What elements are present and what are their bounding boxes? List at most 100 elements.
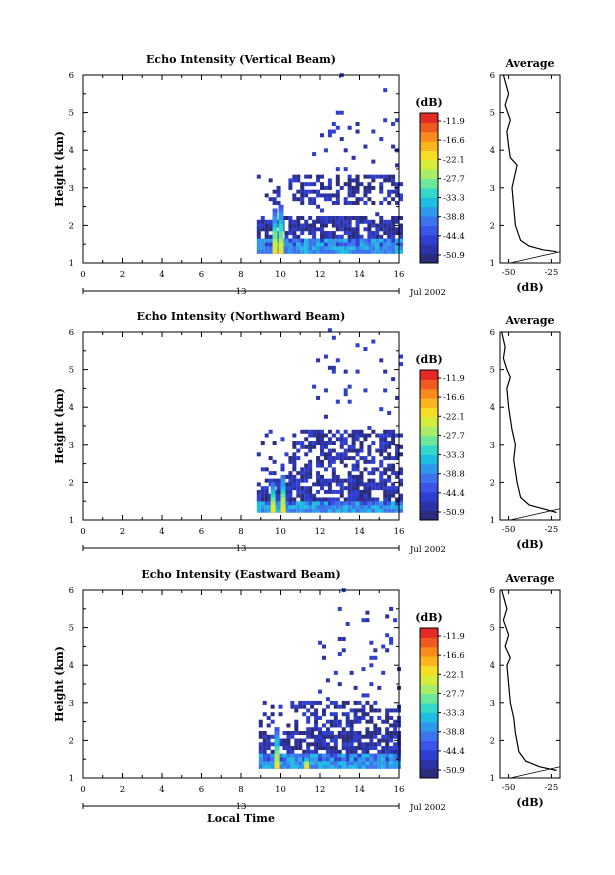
heatmap-cell [377,685,382,690]
heatmap-cell [278,742,283,747]
heatmap-cell [296,246,301,251]
heatmap-cell [312,227,317,232]
heatmap-cell [327,219,332,224]
heatmap-peak [272,208,278,213]
x-tick-label: 10 [275,785,286,795]
heatmap-cell [304,452,309,457]
heatmap-cell [355,478,360,483]
heatmap-cell [320,231,324,236]
heatmap-cell [260,441,265,446]
heatmap-cell [371,234,376,239]
heatmap-cell [385,731,390,735]
heatmap-peak [304,761,310,766]
heatmap-cell [351,231,356,236]
heatmap-cell [383,504,388,509]
heatmap-cell [345,715,350,720]
heatmap-cell [270,764,275,769]
heatmap-cell [262,761,267,766]
heatmap-cell [367,444,372,449]
colorbar-tick-label: -33.3 [443,709,465,719]
heatmap-cell [395,216,400,220]
heatmap-cell [288,497,293,502]
heatmap-cell [312,504,317,509]
heatmap-cell [375,212,380,217]
heatmap-cell [308,508,313,513]
colorbar-tick-label: -16.6 [443,651,465,661]
heatmap-cell [335,358,340,363]
heatmap-cell [339,441,344,446]
heatmap-cell [323,501,328,506]
heatmap-cell [367,478,372,483]
heatmap-cell [359,429,364,434]
heatmap-cell [339,246,344,251]
x-tick-label: 16 [394,785,405,795]
heatmap-cell [343,246,348,251]
profile-y-tick-label: 5 [490,366,495,376]
heatmap-peak [278,204,284,209]
heatmap-cell [304,193,309,198]
heatmap-cell [387,489,392,494]
heatmap-cell [331,231,336,236]
heatmap-cell [327,452,332,457]
heatmap-cell [363,216,368,220]
date-day-label: 13 [236,287,247,297]
heatmap-cell [323,478,328,483]
heatmap-cell [371,178,376,183]
heatmap-cell [300,246,305,251]
heatmap-cell [349,761,354,766]
colorbar-tick-label: -50.9 [443,508,465,518]
y-tick-label: 2 [69,736,74,746]
heatmap-peak [304,753,310,758]
heatmap-cell [351,246,356,251]
heatmap-cell [355,433,360,438]
y-tick-label: 3 [69,441,74,451]
heatmap-cell [323,197,328,202]
heatmap-cell [312,152,317,157]
heatmap-cell [316,456,321,461]
heatmap-cell [395,231,400,236]
heatmap-cell [391,463,396,468]
heatmap-cell [351,189,356,194]
heatmap-cell [331,456,336,461]
heatmap-cell [329,738,334,743]
heatmap-cell [365,700,370,705]
heatmap-cell [395,200,400,205]
heatmap-cell [399,231,403,236]
heatmap-cell [282,742,287,747]
heatmap-cell [367,508,372,513]
heatmap-cell [355,489,360,494]
heatmap-cell [320,238,324,243]
heatmap-cell [316,471,321,476]
heatmap-cell [298,731,303,735]
heatmap-cell [306,749,311,754]
heatmap-cell [316,482,321,487]
heatmap-cell [278,764,283,769]
heatmap-cell [359,489,364,494]
heatmap-cell [310,712,315,717]
heatmap-cell [377,757,382,762]
heatmap-cell [383,482,388,487]
heatmap-cell [359,493,364,498]
heatmap-cell [365,749,370,754]
heatmap-cell [268,429,273,434]
heatmap-cell [347,178,352,183]
heatmap-cell [296,504,301,509]
heatmap-cell [351,456,356,461]
colorbar-tick-label: -38.8 [443,470,465,480]
colorbar-swatch [420,731,438,741]
heatmap-cell [379,216,384,220]
heatmap-cell [359,238,364,243]
heatmap-cell [284,242,289,247]
heatmap-cell [316,441,321,446]
heatmap-cell [361,715,366,720]
profile-y-tick-label: 6 [490,586,495,596]
profile-y-tick-label: 5 [490,109,495,119]
heatmap-cell [308,501,313,506]
heatmap-cell [383,493,388,498]
heatmap-cell [373,727,378,732]
heatmap-cell [306,746,311,751]
colorbar-swatch [420,759,438,770]
heatmap-cell [264,223,269,228]
heatmap-cell [333,704,338,709]
heatmap-cell [335,456,340,461]
